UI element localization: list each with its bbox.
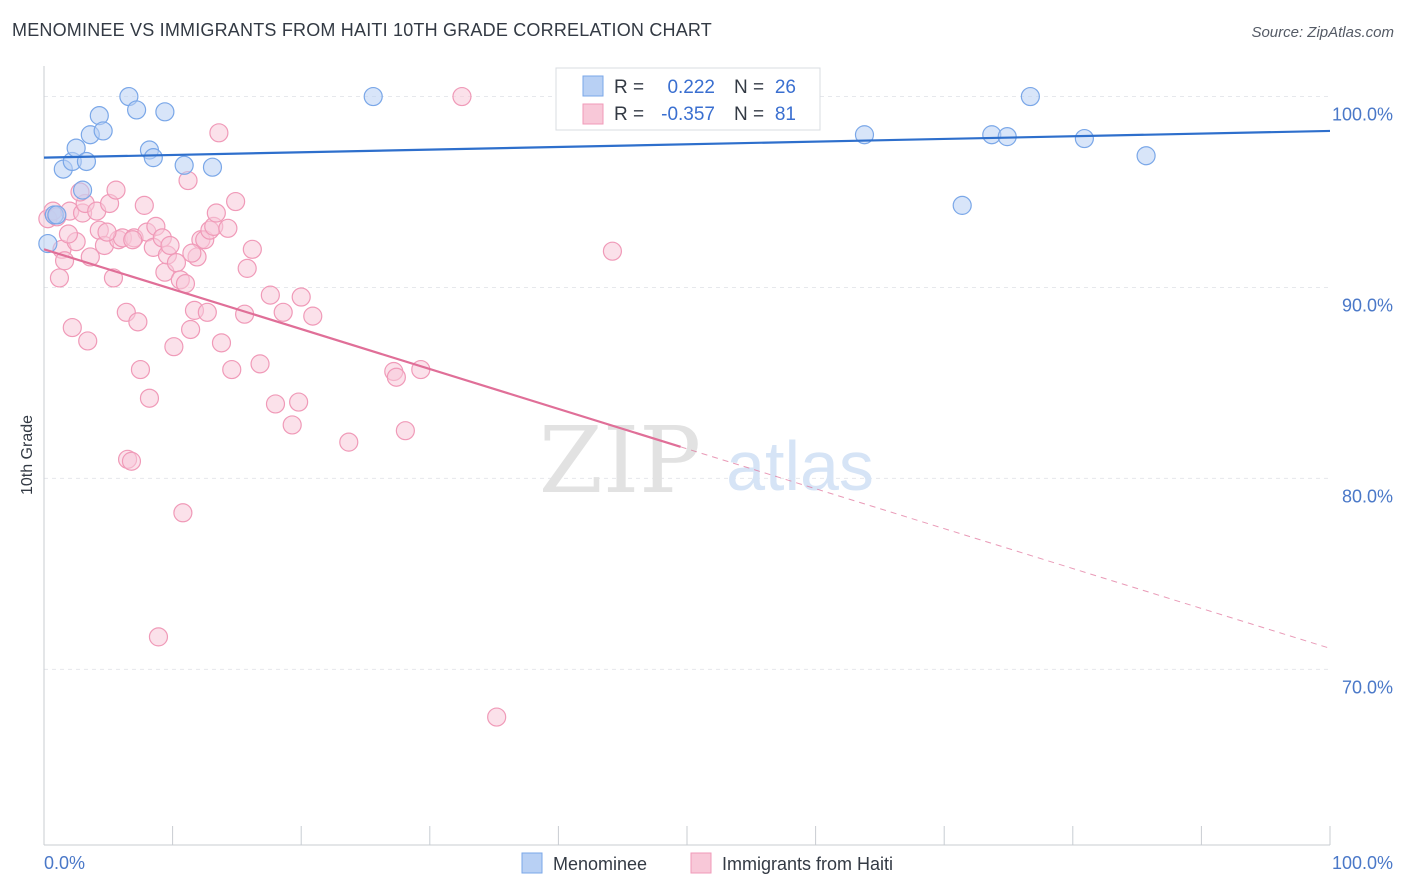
point-haiti-67 [339,432,359,452]
series-legend: Menominee Immigrants from Haiti [521,852,893,874]
point-menominee-25 [47,205,67,225]
y-tick-label-3: 70.0% [1342,677,1393,697]
point-haiti-41 [175,274,196,294]
point-menominee-22 [1020,86,1040,107]
legend-swatch-menominee [582,75,604,97]
series-haiti-points [38,86,623,727]
point-haiti-72 [452,86,472,107]
point-haiti-79 [182,243,202,263]
point-menominee-19 [952,195,972,215]
legend-swatch-haiti [582,103,604,125]
point-haiti-40 [173,503,193,523]
point-haiti-26 [130,359,151,380]
point-haiti-70 [395,421,415,441]
bottom-legend-swatch-menominee [521,852,543,874]
legend-n-label-1: N = [734,77,764,98]
point-menominee-5 [76,151,97,172]
bottom-legend-swatch-haiti [690,852,712,874]
point-haiti-63 [282,415,302,435]
point-haiti-54 [218,218,238,238]
point-haiti-60 [260,285,280,305]
point-haiti-38 [166,253,187,273]
trend-line-menominee [43,129,1331,159]
x-tick-label-max: 100.0% [1332,853,1393,873]
point-menominee-15 [174,155,194,175]
point-haiti-3 [49,268,70,288]
point-haiti-77 [97,222,117,242]
point-haiti-56 [226,191,246,212]
point-menominee-9 [93,121,113,141]
point-haiti-48 [197,302,217,322]
x-axis-ticks [172,826,1331,845]
x-axis-tick-labels: 0.0% 100.0% [44,853,1393,873]
point-haiti-17 [103,268,124,288]
legend-n-label-2: N = [734,104,764,125]
series-menominee-points [38,86,1156,254]
point-menominee-24 [1136,146,1156,166]
trend-extension-haiti [680,446,1331,649]
watermark-atlas: atlas [726,427,874,505]
point-haiti-58 [237,258,257,278]
stats-legend: R = 0.222 N = 26 R = -0.357 N = 81 [555,67,821,131]
point-haiti-53 [211,333,232,353]
bottom-legend-label-menominee: Menominee [553,854,647,874]
point-menominee-17 [363,86,383,107]
point-haiti-25 [128,312,148,332]
point-menominee-13 [143,148,163,168]
y-tick-label-2: 80.0% [1342,486,1393,506]
point-haiti-29 [139,388,160,408]
trend-line-haiti [43,248,681,448]
point-haiti-78 [123,230,143,250]
point-haiti-74 [602,241,623,261]
point-haiti-66 [303,306,323,326]
legend-r-label-2: R = [614,104,644,125]
point-haiti-52 [209,123,229,143]
point-menominee-14 [155,102,175,122]
point-haiti-27 [134,195,154,215]
point-haiti-32 [148,627,169,647]
legend-r-value-1: 0.222 [667,77,715,98]
point-menominee-11 [126,100,147,120]
legend-r-label-1: R = [614,77,644,98]
point-haiti-36 [160,235,180,256]
point-haiti-80 [250,354,270,374]
trend-lines [43,129,1331,649]
point-haiti-75 [58,224,79,244]
point-menominee-18 [854,125,875,145]
point-haiti-73 [487,707,507,727]
point-haiti-11 [78,331,98,351]
y-axis-tick-labels: 100.0% 90.0% 80.0% 70.0% [1332,105,1393,698]
source-label: Source: ZipAtlas.com [1251,24,1394,41]
y-tick-label-0: 100.0% [1332,105,1393,125]
legend-r-value-2: -0.357 [661,104,715,125]
point-haiti-7 [62,317,82,338]
point-haiti-64 [289,392,309,412]
point-haiti-62 [273,302,293,322]
point-haiti-61 [265,394,286,414]
legend-n-value-2: 81 [775,104,796,125]
point-haiti-43 [181,319,201,340]
legend-n-value-1: 26 [775,77,796,98]
point-haiti-18 [106,180,126,200]
point-haiti-69 [386,367,406,387]
point-menominee-23 [1074,128,1094,149]
watermark: ZIP atlas [539,407,874,514]
point-haiti-51 [206,203,226,223]
point-menominee-16 [202,157,223,177]
point-menominee-6 [72,180,93,200]
gridlines [44,96,1330,670]
bottom-legend-label-haiti: Immigrants from Haiti [722,854,893,874]
y-tick-label-1: 90.0% [1342,295,1393,315]
x-tick-label-min: 0.0% [44,853,85,873]
point-menominee-0 [38,233,58,254]
point-haiti-23 [121,451,142,471]
point-haiti-59 [242,239,262,259]
chart-title: MENOMINEE VS IMMIGRANTS FROM HAITI 10TH … [12,20,712,40]
point-haiti-55 [222,359,242,380]
point-haiti-37 [164,337,184,357]
point-haiti-65 [291,287,311,307]
watermark-zip: ZIP [539,407,701,514]
